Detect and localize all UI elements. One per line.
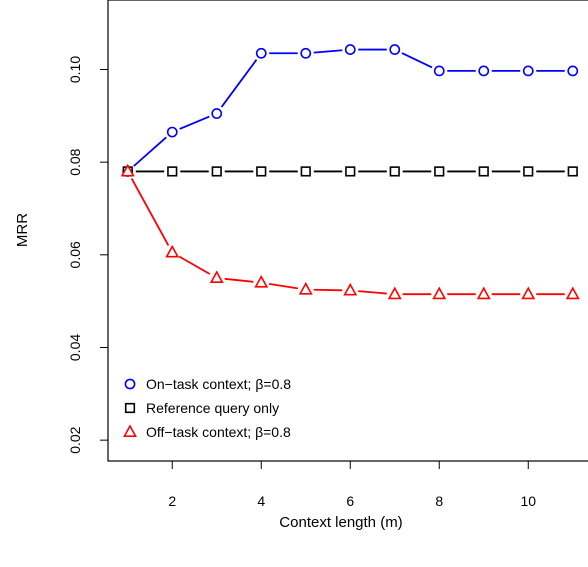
legend-marker <box>124 378 136 390</box>
data-point <box>432 286 447 300</box>
data-point <box>300 47 312 59</box>
series-line-segment <box>220 59 258 108</box>
data-point <box>567 65 579 77</box>
series-square <box>122 166 578 177</box>
series-line-segment <box>224 277 254 283</box>
series-layer <box>120 44 580 300</box>
data-point <box>300 166 311 177</box>
data-point <box>522 65 534 77</box>
data-point <box>387 286 402 300</box>
legend-marker <box>123 424 137 438</box>
series-line-segment <box>178 255 211 275</box>
data-point <box>345 166 356 177</box>
y-tick-label: 0.02 <box>67 426 83 453</box>
data-point <box>166 126 178 138</box>
data-point <box>478 166 489 177</box>
legend-marker <box>124 402 136 414</box>
data-point <box>211 108 223 119</box>
data-point <box>344 44 356 55</box>
y-tick-label: 0.08 <box>67 148 83 175</box>
series-line-segment <box>401 52 433 69</box>
data-point <box>433 65 445 77</box>
series-line-segment <box>313 49 343 54</box>
legend: On−task context; β=0.8 Reference query on… <box>123 376 291 440</box>
data-point <box>567 166 578 177</box>
y-tick-label: 0.06 <box>67 241 83 268</box>
legend-label: Reference query only <box>146 400 279 416</box>
data-point <box>565 286 580 300</box>
y-tick-label: 0.04 <box>67 334 83 361</box>
x-axis-label: Context length (m) <box>279 514 402 531</box>
series-line-segment <box>313 288 343 292</box>
data-point <box>211 166 222 177</box>
series-triangle <box>120 163 580 300</box>
data-point <box>254 274 269 288</box>
data-point <box>165 244 180 258</box>
data-point <box>120 163 135 177</box>
data-point <box>256 166 267 177</box>
data-point <box>209 270 224 283</box>
data-point <box>523 166 534 177</box>
x-tick-label: 4 <box>257 493 265 509</box>
data-point <box>389 166 400 177</box>
series-line-segment <box>358 290 387 295</box>
data-point <box>389 44 401 55</box>
data-point <box>478 65 490 77</box>
y-axis-label: MRR <box>14 213 31 247</box>
data-point <box>298 281 313 295</box>
data-point <box>434 166 445 177</box>
data-point <box>343 282 358 296</box>
x-axis: 2 4 6 8 10 <box>168 461 536 509</box>
data-point <box>476 286 491 300</box>
series-line-segment <box>269 282 298 290</box>
data-point <box>167 166 178 177</box>
series-circle <box>122 44 579 177</box>
data-point <box>255 47 267 59</box>
data-point <box>521 286 536 300</box>
x-tick-label: 2 <box>168 493 176 509</box>
x-tick-label: 6 <box>346 493 354 509</box>
series-line-segment <box>130 178 170 246</box>
x-tick-label: 8 <box>435 493 443 509</box>
x-tick-label: 10 <box>520 493 536 509</box>
series-line-segment <box>179 115 210 130</box>
series-line-segment <box>133 136 167 167</box>
legend-label: Off−task context; β=0.8 <box>146 424 291 440</box>
y-tick-label: 0.10 <box>67 56 83 83</box>
plot-frame <box>107 0 588 462</box>
legend-label: On−task context; β=0.8 <box>146 376 291 392</box>
y-axis: 0.02 0.04 0.06 0.08 0.10 <box>67 56 108 454</box>
